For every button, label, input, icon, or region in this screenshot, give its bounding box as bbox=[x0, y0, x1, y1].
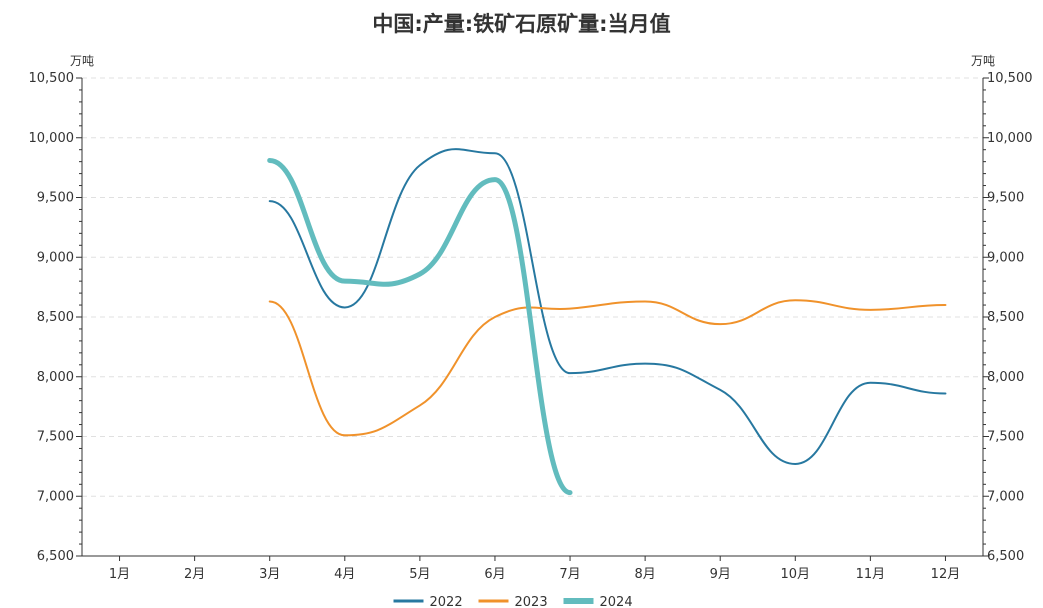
y-tick-label-right: 10,500 bbox=[987, 71, 1033, 86]
x-tick-label: 3月 bbox=[259, 567, 280, 582]
y-tick-label-right: 9,000 bbox=[987, 250, 1024, 265]
legend: 2022 2023 2024 bbox=[393, 595, 633, 608]
x-tick-label: 5月 bbox=[409, 567, 430, 582]
y-tick-label-left: 7,500 bbox=[37, 430, 74, 445]
x-tick-label: 6月 bbox=[484, 567, 505, 582]
y-tick-label-right: 6,500 bbox=[987, 549, 1024, 564]
y-tick-label-right: 10,000 bbox=[987, 131, 1033, 146]
y-axis-label-right: 万吨 bbox=[971, 54, 995, 68]
x-tick-label: 11月 bbox=[856, 567, 886, 582]
y-tick-label-left: 9,500 bbox=[37, 191, 74, 206]
x-tick-label: 4月 bbox=[334, 567, 355, 582]
y-tick-label-right: 9,500 bbox=[987, 191, 1024, 206]
x-tick-label: 9月 bbox=[710, 567, 731, 582]
legend-label-2022: 2022 bbox=[430, 595, 463, 608]
y-tick-label-left: 10,000 bbox=[29, 131, 75, 146]
y-tick-label-left: 9,000 bbox=[37, 250, 74, 265]
x-tick-label: 8月 bbox=[634, 567, 655, 582]
chart-title: 中国:产量:铁矿石原矿量:当月值 bbox=[372, 12, 671, 36]
y-tick-label-right: 7,000 bbox=[987, 489, 1024, 504]
x-tick-label: 12月 bbox=[931, 567, 961, 582]
x-tick-label: 2月 bbox=[184, 567, 205, 582]
x-tick-label: 10月 bbox=[781, 567, 811, 582]
y-tick-label-right: 8,000 bbox=[987, 370, 1024, 385]
legend-label-2024: 2024 bbox=[600, 595, 633, 608]
x-tick-label: 7月 bbox=[559, 567, 580, 582]
y-tick-label-left: 10,500 bbox=[29, 71, 75, 86]
x-tick-label: 1月 bbox=[109, 567, 130, 582]
gridlines bbox=[82, 77, 983, 497]
axes: 6,500 6,500 7,000 7,000 7,500 7,500 8,000 8,000… bbox=[29, 71, 1033, 582]
series-line-2023 bbox=[268, 299, 947, 437]
y-tick-label-right: 7,500 bbox=[987, 430, 1024, 445]
series-lines bbox=[267, 148, 947, 496]
y-tick-label-left: 7,000 bbox=[37, 489, 74, 504]
y-tick-label-right: 8,500 bbox=[987, 310, 1024, 325]
series-line-2024 bbox=[267, 157, 573, 496]
y-tick-label-left: 6,500 bbox=[37, 549, 74, 564]
y-axis-label-left: 万吨 bbox=[70, 54, 94, 68]
legend-label-2023: 2023 bbox=[515, 595, 548, 608]
y-tick-label-left: 8,500 bbox=[37, 310, 74, 325]
y-tick-label-left: 8,000 bbox=[37, 370, 74, 385]
